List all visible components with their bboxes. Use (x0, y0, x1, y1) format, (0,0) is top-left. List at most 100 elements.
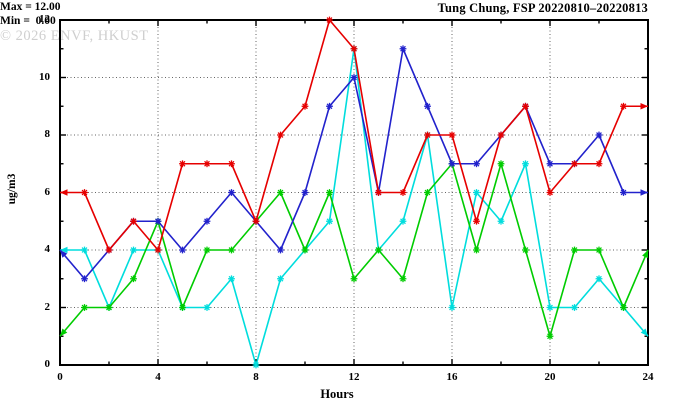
chart-title: Tung Chung, FSP 20220810–20220813 (437, 1, 648, 15)
data-point-marker (571, 247, 578, 253)
data-point-marker (620, 103, 627, 110)
data-point-marker (498, 132, 504, 138)
x-tick-label-8: 8 (253, 371, 259, 383)
data-point-marker (547, 160, 553, 167)
data-point-marker (204, 304, 210, 311)
data-point-marker (449, 132, 455, 138)
y-tick-label-10: 10 (39, 70, 50, 83)
data-point-marker (473, 160, 480, 167)
data-point-marker (130, 275, 137, 282)
data-point-marker (228, 189, 235, 196)
x-axis-label: Hours (320, 387, 354, 401)
line-end-arrow (640, 328, 648, 337)
data-point-marker (400, 218, 406, 225)
data-point-marker (400, 189, 406, 196)
data-point-marker (547, 304, 553, 311)
stats-box: Max = 12.00 Min = 0.00 (0, 0, 674, 28)
data-point-marker (253, 218, 259, 225)
data-point-marker (130, 247, 137, 253)
data-point-marker (81, 275, 88, 282)
y-tick-label-6: 6 (44, 185, 51, 198)
data-point-marker (277, 247, 284, 253)
line-end-arrow (60, 250, 68, 258)
data-point-marker (375, 247, 382, 253)
line-end-arrow (60, 246, 68, 254)
data-point-marker (302, 247, 308, 253)
data-point-marker (179, 304, 186, 311)
data-point-marker (106, 304, 112, 311)
watermark: © 2026 ENVF, HKUST (0, 28, 149, 44)
y-tick-label-4: 4 (44, 243, 51, 255)
data-point-marker (596, 275, 602, 282)
data-point-marker (547, 333, 553, 340)
data-point-marker (277, 275, 284, 282)
line-end-arrow (640, 103, 648, 110)
x-tick-label-16: 16 (446, 371, 458, 383)
data-point-marker (228, 275, 235, 282)
data-point-marker (400, 45, 406, 52)
data-point-marker (253, 362, 259, 368)
data-point-marker (596, 247, 602, 253)
data-point-marker (620, 304, 627, 311)
x-tick-label-20: 20 (544, 371, 556, 383)
data-point-marker (326, 189, 333, 196)
data-point-marker (498, 218, 504, 225)
data-point-marker (522, 160, 529, 167)
y-tick-label-8: 8 (44, 128, 51, 140)
data-point-marker (351, 45, 357, 52)
data-point-marker (106, 247, 112, 253)
data-point-marker (81, 304, 88, 311)
y-tick-label-2: 2 (44, 300, 51, 313)
data-point-marker (179, 160, 186, 167)
data-point-marker (473, 189, 480, 196)
x-tick-label-4: 4 (155, 371, 161, 383)
data-point-marker (351, 74, 357, 81)
line-end-arrow (640, 189, 648, 196)
y-tick-label-12: 12 (39, 13, 50, 25)
data-point-marker (228, 160, 235, 167)
data-point-marker (522, 103, 529, 110)
line-end-arrow (642, 250, 649, 259)
data-point-marker (620, 189, 627, 196)
data-point-marker (522, 247, 529, 253)
data-point-marker (179, 247, 186, 253)
data-point-marker (449, 304, 455, 311)
data-point-marker (155, 247, 161, 253)
data-point-marker (155, 218, 161, 225)
data-point-marker (81, 189, 88, 196)
x-tick-label-12: 12 (348, 371, 360, 383)
data-point-marker (326, 103, 333, 110)
data-point-marker (130, 218, 137, 225)
data-point-marker (375, 189, 382, 196)
data-point-marker (277, 189, 284, 196)
data-point-marker (547, 189, 553, 196)
data-point-marker (302, 103, 308, 110)
data-point-marker (326, 17, 333, 23)
data-point-marker (596, 132, 602, 138)
min-value-label: Min = 0.00 (0, 15, 56, 27)
data-point-marker (277, 132, 284, 138)
x-tick-label-0: 0 (57, 371, 63, 383)
data-point-marker (351, 275, 357, 282)
data-point-marker (81, 247, 88, 253)
y-tick-label-0: 0 (44, 358, 51, 370)
data-point-marker (424, 103, 431, 110)
max-value-label: Max = 12.00 (0, 1, 61, 13)
data-point-marker (400, 275, 406, 282)
data-point-marker (498, 160, 504, 167)
data-point-marker (473, 218, 480, 225)
data-point-marker (596, 160, 602, 167)
line-end-arrow (60, 189, 68, 196)
data-point-marker (204, 247, 210, 253)
data-point-marker (571, 160, 578, 167)
data-point-marker (571, 304, 578, 311)
data-point-marker (424, 189, 431, 196)
data-point-marker (302, 189, 308, 196)
data-point-marker (473, 247, 480, 253)
data-point-marker (204, 160, 210, 167)
data-point-marker (326, 218, 333, 225)
x-tick-label-24: 24 (642, 371, 654, 383)
data-point-marker (228, 247, 235, 253)
